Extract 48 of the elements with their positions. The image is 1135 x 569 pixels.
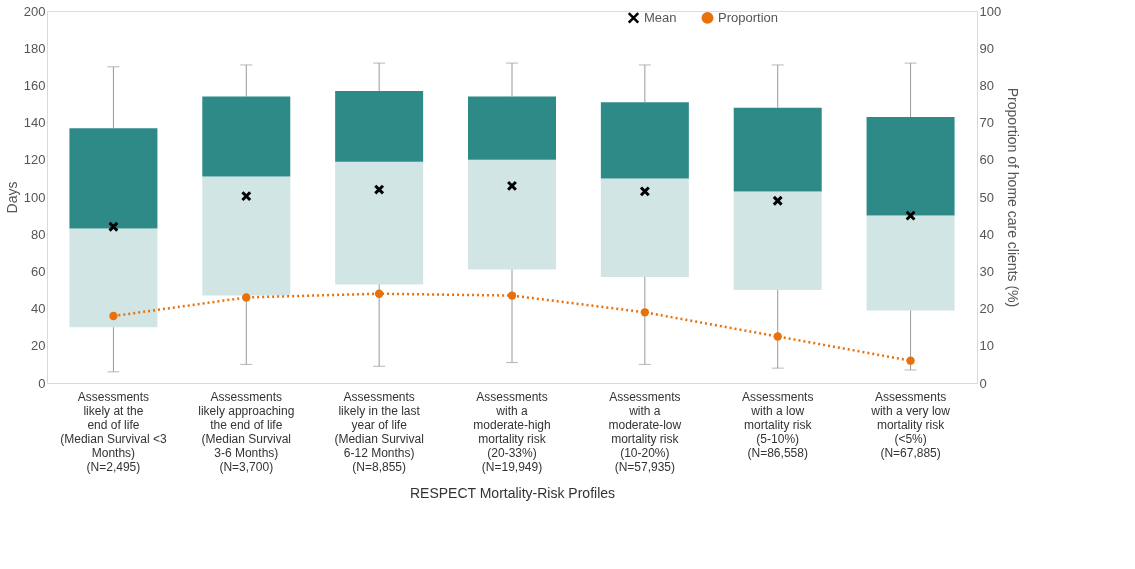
- y-tick-label: 100: [23, 189, 46, 205]
- y-tick-label: 200: [23, 3, 46, 19]
- y2-tick-label: 10: [979, 338, 994, 354]
- y2-tick-label: 100: [979, 3, 1002, 19]
- x-tick-label: Assessments likely in the last year of life (Median Survival 6-12 Months) (N=8,855): [334, 389, 424, 474]
- y2-tick-label: 30: [979, 263, 994, 279]
- y-tick-label: 60: [31, 263, 46, 279]
- y-tick-label: 160: [23, 77, 46, 93]
- point: [507, 291, 517, 300]
- x-tick-label: Assessments with a moderate-high mortality risk (20-33%) (N=19,949): [473, 389, 551, 474]
- y2-axis-title: Proportion of home care clients (%): [1005, 87, 1022, 308]
- x-tick-label: Assessments with a very low mortality risk (<5%) (N=67,885): [870, 389, 951, 460]
- y2-tick-label: 60: [979, 152, 994, 168]
- x-tick-label: Assessments with a low mortality risk (5-10%) (N=86,558): [742, 389, 814, 460]
- y-tick-label: 140: [23, 115, 46, 131]
- y-tick-label: 180: [23, 40, 46, 56]
- point: [639, 186, 651, 197]
- point: [772, 195, 784, 207]
- point: [108, 221, 119, 233]
- x-axis-title: RESPECT Mortality-Risk Profiles: [409, 484, 616, 501]
- point: [242, 293, 251, 302]
- legend-label: Mean: [644, 9, 677, 25]
- point: [640, 308, 650, 317]
- point: [373, 184, 385, 195]
- y2-tick-label: 40: [979, 226, 994, 242]
- x-tick-label: Assessments likely at the end of life (Median Survival <3 Months) (N=2,495): [60, 389, 167, 474]
- point: [905, 210, 916, 221]
- y-tick-label: 0: [38, 375, 46, 391]
- y-tick-label: 40: [31, 301, 46, 317]
- y-tick-label: 80: [31, 226, 46, 242]
- y2-tick-label: 80: [979, 77, 994, 93]
- y2-tick-label: 50: [979, 189, 994, 205]
- x-tick-label: Assessments likely approaching the end of life (Median Survival 3-6 Months) (N=3,700): [198, 389, 295, 474]
- x-tick-label: Assessments with a moderate-low mortality risk (10-20%) (N=57,935): [608, 389, 682, 474]
- y2-tick-label: 70: [979, 115, 994, 131]
- point: [109, 311, 118, 321]
- legend-label: Proportion: [718, 9, 778, 25]
- y-axis-title: Days: [3, 181, 20, 214]
- point: [506, 180, 518, 192]
- point: [374, 289, 384, 298]
- y-tick-label: 120: [23, 152, 46, 168]
- y-tick-label: 20: [31, 338, 46, 354]
- point: [773, 332, 782, 341]
- point: [906, 356, 915, 365]
- point: [240, 190, 252, 202]
- y2-tick-label: 90: [979, 40, 994, 56]
- y2-tick-label: 20: [979, 301, 994, 317]
- y2-tick-label: 0: [979, 375, 987, 391]
